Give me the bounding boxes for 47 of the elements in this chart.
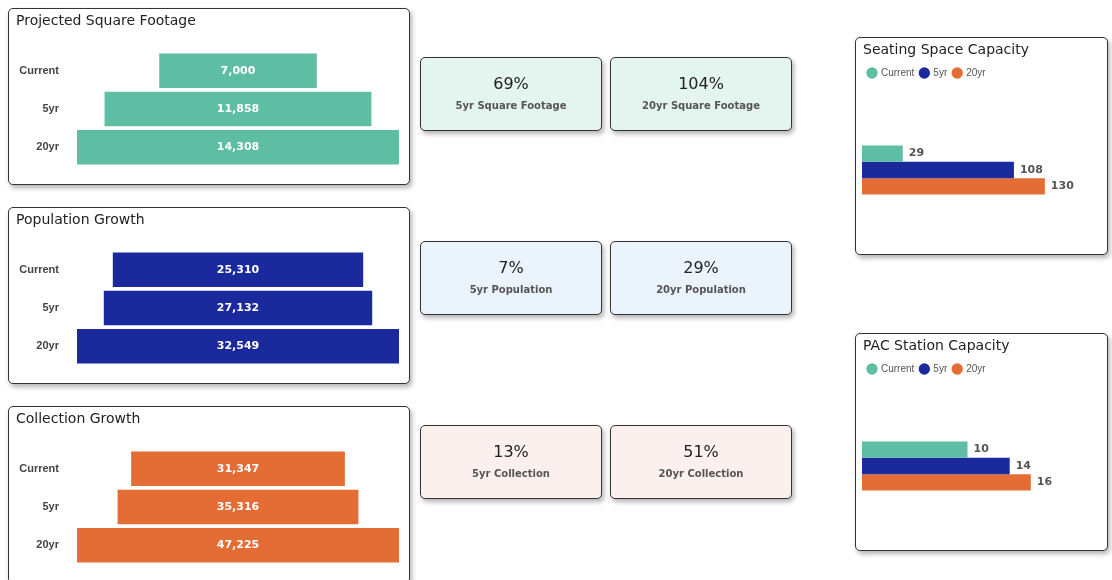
chart-title: PAC Station Capacity xyxy=(863,337,1010,353)
data-label: 10 xyxy=(973,442,990,456)
text: 7% xyxy=(497,258,525,277)
text: 104% xyxy=(677,74,725,93)
text: Collection Growth xyxy=(16,410,141,426)
category-label: 5yr xyxy=(42,301,60,314)
data-label: 27,132 xyxy=(216,300,260,314)
text: 69% xyxy=(492,74,530,93)
text: 29% xyxy=(682,258,720,277)
text: 20yr Population xyxy=(655,284,747,295)
data-label: 16 xyxy=(1036,475,1053,489)
legend-label: 5yr xyxy=(933,362,948,374)
data-label: 130 xyxy=(1050,179,1075,193)
text: 20yr Collection xyxy=(657,468,745,479)
category-label: 5yr xyxy=(42,500,60,513)
legend-label: 20yr xyxy=(966,66,987,78)
text: 20yr Square Footage xyxy=(641,100,761,111)
data-label: 11,858 xyxy=(216,101,260,115)
chart-title: Seating Space Capacity xyxy=(863,41,1029,57)
data-label: 35,316 xyxy=(216,499,260,513)
data-label: 47,225 xyxy=(216,538,260,552)
category-label: 5yr xyxy=(42,102,60,115)
category-label: Current xyxy=(19,262,60,275)
category-label: 20yr xyxy=(36,140,60,153)
category-label: 20yr xyxy=(36,538,60,551)
text: Population Growth xyxy=(16,211,145,227)
data-label: 25,310 xyxy=(216,262,260,276)
category-label: Current xyxy=(19,461,60,474)
text: Projected Square Footage xyxy=(16,12,196,28)
legend-label: Current xyxy=(881,66,915,78)
data-label: 32,549 xyxy=(216,339,260,353)
text: 5yr Collection xyxy=(471,468,551,479)
text: 13% xyxy=(492,442,530,461)
text: 5yr Square Footage xyxy=(454,100,568,111)
data-label: 14 xyxy=(1015,458,1032,472)
data-label: 31,347 xyxy=(216,461,260,475)
data-label: 14,308 xyxy=(216,140,260,154)
text: 51% xyxy=(682,442,720,461)
legend-label: Current xyxy=(881,362,915,374)
data-label: 7,000 xyxy=(220,63,256,77)
legend-label: 20yr xyxy=(966,362,987,374)
legend-label: 5yr xyxy=(933,66,948,78)
data-label: 108 xyxy=(1019,162,1043,176)
category-label: 20yr xyxy=(36,339,60,352)
category-label: Current xyxy=(19,63,60,76)
data-label: 29 xyxy=(908,146,925,160)
text: 5yr Population xyxy=(468,284,554,295)
